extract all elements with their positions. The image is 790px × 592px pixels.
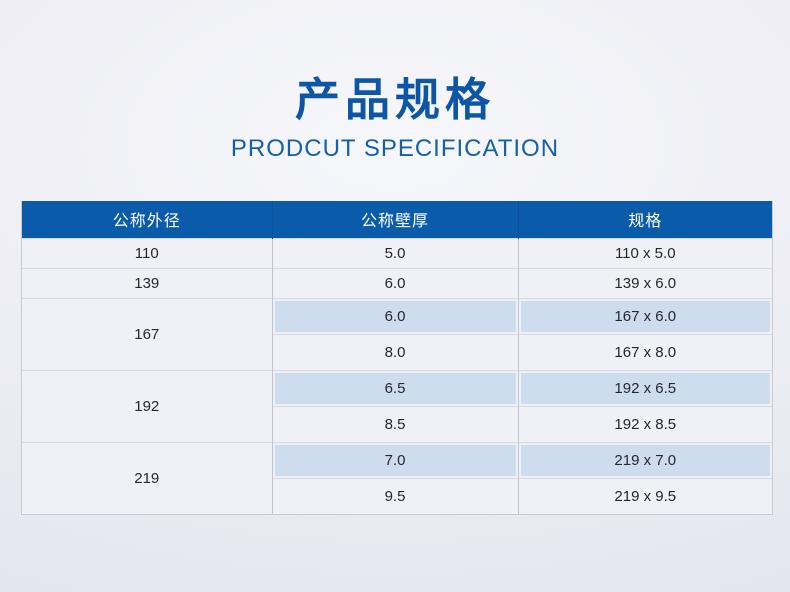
spec-cell: 167 x 6.0	[517, 297, 772, 334]
header-row: 公称外径 公称壁厚 规格	[22, 201, 772, 238]
spec-cell: 139 x 6.0	[517, 267, 772, 298]
diameter-cell: 139	[22, 267, 272, 298]
diameter-cell: 192	[22, 369, 272, 442]
table-row: 8.0 167 x 8.0	[22, 333, 772, 370]
spec-table-body: 110 5.0 110 x 5.0 139 6.0 139 x 6.0 167 6.0 167 …	[22, 237, 772, 514]
spec-cell: 192 x 6.5	[517, 369, 772, 406]
header-outer-diameter: 公称外径	[22, 201, 272, 238]
spec-cell: 219 x 9.5	[517, 477, 772, 514]
table-row: 9.5 219 x 9.5	[22, 477, 772, 514]
title-block: 产品规格 PRODCUT SPECIFICATION	[0, 76, 790, 162]
spec-table-head: 公称外径 公称壁厚 规格	[22, 201, 772, 238]
spec-cell: 110 x 5.0	[517, 237, 772, 268]
spec-cell: 167 x 8.0	[517, 333, 772, 370]
diameter-cell: 167	[22, 297, 272, 370]
spec-cell: 192 x 8.5	[517, 405, 772, 442]
thickness-cell: 6.5	[271, 369, 518, 406]
table-row: 110 5.0 110 x 5.0	[22, 237, 772, 268]
thickness-cell: 7.0	[271, 441, 518, 478]
thickness-cell: 6.0	[271, 267, 518, 298]
thickness-cell: 8.5	[271, 405, 518, 442]
table-row: 167 6.0 167 x 6.0	[22, 297, 772, 370]
diameter-cell: 110	[22, 237, 272, 268]
thickness-cell: 6.0	[271, 297, 518, 334]
thickness-cell: 8.0	[271, 333, 518, 370]
diameter-cell: 219	[22, 441, 272, 514]
table-row: 192 6.5 192 x 6.5	[22, 369, 772, 442]
page-title: 产品规格	[294, 74, 495, 125]
table-row: 8.5 192 x 8.5	[22, 405, 772, 442]
header-specification: 规格	[517, 201, 772, 238]
thickness-cell: 9.5	[271, 477, 518, 514]
header-wall-thickness: 公称壁厚	[271, 201, 518, 238]
spec-cell: 219 x 7.0	[517, 441, 772, 478]
spec-table: 公称外径 公称壁厚 规格 110 5.0 110 x 5.0 139 6.0 139 x …	[22, 201, 772, 514]
spec-table-container: 公称外径 公称壁厚 规格 110 5.0 110 x 5.0 139 6.0 139 x …	[21, 201, 773, 515]
thickness-cell: 5.0	[271, 237, 518, 268]
table-row: 219 7.0 219 x 7.0	[22, 441, 772, 514]
page-subtitle: PRODCUT SPECIFICATION	[230, 135, 560, 162]
table-row: 139 6.0 139 x 6.0	[22, 267, 772, 298]
